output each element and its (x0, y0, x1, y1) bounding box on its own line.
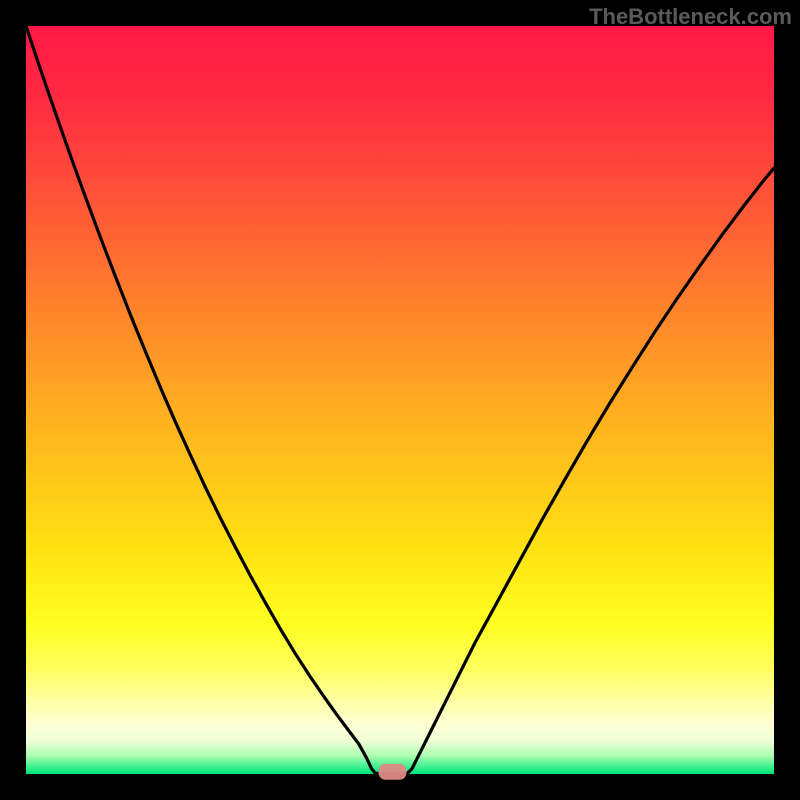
plot-background (26, 26, 774, 774)
watermark-text: TheBottleneck.com (589, 4, 792, 30)
chart-svg (0, 0, 800, 800)
bottleneck-chart: TheBottleneck.com (0, 0, 800, 800)
optimal-marker (379, 764, 407, 780)
